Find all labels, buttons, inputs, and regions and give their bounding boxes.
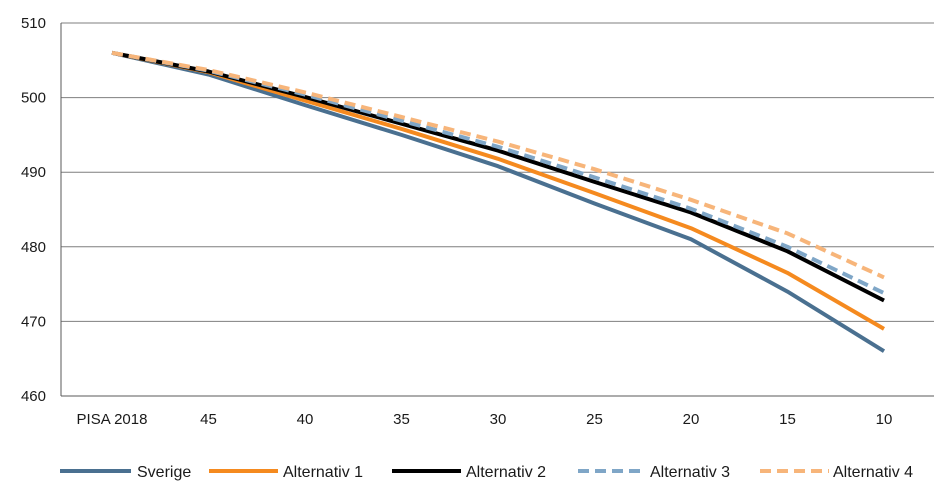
series-line [111,50,885,280]
legend-label: Sverige [137,464,191,481]
x-tick-label: 45 [200,411,217,428]
legend-label: Alternativ 4 [833,464,913,481]
y-tick-label: 460 [21,388,46,405]
x-tick-label: 20 [683,411,700,428]
legend: Sverige Alternativ 1 Alternativ 2 Alternati… [60,464,913,481]
series-lines [111,50,886,353]
x-axis-ticks: PISA 2018 45 40 35 30 25 20 15 10 [77,411,893,428]
series-line [111,50,886,331]
legend-label: Alternativ 1 [283,464,363,481]
y-tick-label: 490 [21,164,46,181]
y-axis-ticks: 460 470 480 490 500 510 [21,15,46,405]
y-tick-label: 500 [21,90,46,107]
x-tick-label: 25 [586,411,603,428]
legend-label: Alternativ 2 [466,464,546,481]
x-tick-label: 40 [297,411,314,428]
x-tick-label: 10 [876,411,893,428]
x-tick-label: 35 [393,411,410,428]
y-tick-label: 470 [21,313,46,330]
series-line [111,50,886,353]
x-tick-label: PISA 2018 [77,411,148,428]
series-line [111,50,885,303]
y-tick-label: 480 [21,239,46,256]
x-tick-label: 30 [490,411,507,428]
grid-lines [60,22,934,397]
y-tick-label: 510 [21,15,46,32]
series-line [111,50,885,295]
x-tick-label: 15 [779,411,796,428]
legend-label: Alternativ 3 [650,464,730,481]
